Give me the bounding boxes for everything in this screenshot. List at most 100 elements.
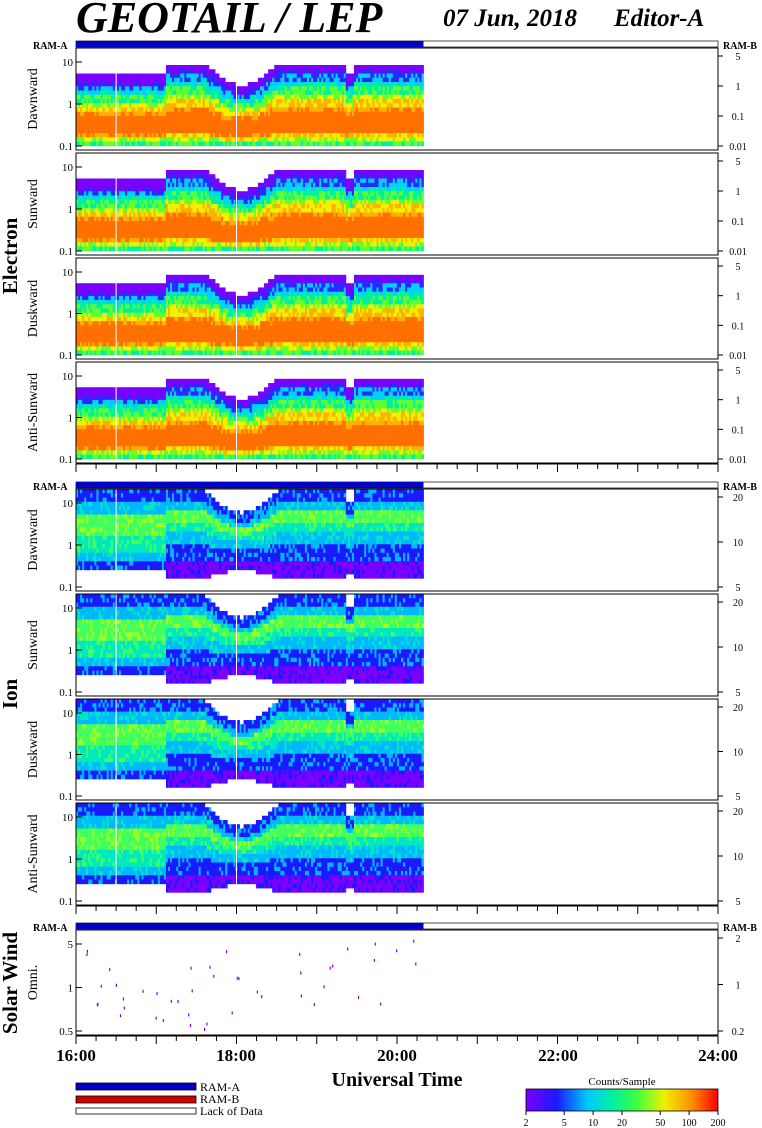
data-point [115,983,117,987]
ram-a-label: RAM-A [33,41,68,52]
y2-tick-label: 0.01 [729,455,747,466]
ram-b-label: RAM-B [723,41,757,52]
y2-tick-label: 5 [736,792,741,803]
colorbar-tick-label: 10 [588,1118,598,1128]
colorbar-title: Counts/Sample [588,1076,655,1088]
y2-tick-label: 20 [733,807,743,818]
panel-label: Anti-Sunward [26,373,41,452]
data-point [413,939,415,943]
data-point [332,964,334,968]
y-tick-label: 1 [68,309,74,321]
y2-tick-label: 5 [736,366,741,377]
ram-a-label: RAM-A [33,482,68,493]
y-tick-label: 5 [68,939,74,951]
chart-title: GEOTAIL / LEP [76,0,384,42]
y-tick-label: 1 [68,854,74,866]
ram-a-bar [76,41,424,47]
data-point [86,953,88,957]
y-tick-label: 10 [62,498,74,510]
data-point [100,984,102,988]
y2-tick-label: 5 [736,157,741,168]
y-tick-label: 1 [68,645,74,657]
panel-frame [75,152,719,256]
data-point [156,992,158,996]
data-point [357,996,360,1000]
x-tick-label: 22:00 [538,1046,578,1065]
data-point [299,952,301,956]
data-point [323,985,325,989]
data-point [97,1002,99,1006]
data-point [189,1024,192,1027]
x-axis-label: Universal Time [332,1069,463,1091]
data-point [86,949,88,953]
legend-swatch-ram-b [75,1095,197,1104]
panel-frame [75,47,719,151]
data-point [329,966,331,970]
time-axis [75,463,719,472]
y2-tick-label: 5 [736,583,741,594]
legend: RAM-A RAM-B Lack of Data [75,1080,263,1118]
data-point [396,949,398,953]
y-tick-label: 10 [62,267,74,279]
y2-tick-label: 1 [736,187,741,198]
data-point [191,989,193,993]
y2-tick-label: 0.1 [732,112,745,123]
spectrogram [76,699,424,800]
panel-frame [75,361,719,464]
y-tick-label: 1 [68,983,74,995]
x-tick-labels: 16:00 18:00 20:00 22:00 24:00 [56,1046,738,1065]
panel-frame [75,488,719,592]
data-point [206,1022,208,1026]
y-tick-label: 0.1 [59,246,73,258]
panel-omni.: 5 1 0.5 2 1 0.2 Omni. [26,929,744,1038]
y2-tick-label: 5 [736,52,741,63]
group-label-ion: Ion [0,679,22,710]
group-label-electron: Electron [0,217,22,294]
y-tick-label: 0.1 [59,582,73,594]
spectrogram [76,489,424,591]
y2-tick-label: 0.1 [732,425,745,436]
data-point [300,994,302,998]
y2-tick-label: 0.1 [732,321,745,332]
spectrogram [76,594,424,696]
y2-tick-label: 5 [736,688,741,699]
data-point [162,1019,164,1023]
y-tick-label: 1 [68,540,74,552]
y2-tick-label: 5 [736,262,741,273]
legend-label: RAM-B [200,1092,239,1106]
y2-tick-label: 0.01 [729,351,747,362]
y-tick-label: 0.1 [59,791,73,803]
y-tick-label: 0.1 [59,687,73,699]
panel-anti-sunward: 10 1 0.1 5 1 0.1 0.01 Anti-Sunward [26,361,747,466]
data-point [123,1006,125,1010]
y-tick-label: 1 [68,99,74,111]
data-point [190,966,192,970]
data-point [231,1011,233,1015]
colorbar-tick-label: 100 [682,1118,697,1128]
ram-a-bar [76,923,424,929]
data-point [142,989,144,993]
y2-tick-label: 20 [733,598,743,609]
y2-tick-label: 5 [736,897,741,908]
panel-anti-sunward: 10 1 0.1 20 10 5 Anti-Sunward [26,802,743,908]
y2-tick-label: 20 [733,493,743,504]
panel-sunward: 10 1 0.1 20 10 5 Sunward [26,593,743,699]
data-point [188,1013,190,1017]
panel-label: Sunward [26,179,41,229]
spectrogram [76,258,424,359]
panels-layer: RAM-A RAM-B 10 1 0.1 5 1 0.1 0.01 Dawnward 10 1 0.1 5… [26,40,757,1044]
data-point [380,1002,382,1006]
x-tick-label: 16:00 [56,1046,96,1065]
panel-label: Dawnward [26,68,41,129]
y-tick-label: 0.1 [59,454,73,466]
y2-tick-label: 1 [736,82,741,93]
panel-frame [75,257,719,360]
y2-tick-label: 0.01 [729,247,747,258]
y-tick-label: 10 [62,162,74,174]
spectrogram [76,153,424,255]
spectrogram [76,48,424,150]
ram-b-label: RAM-B [723,923,757,934]
ram-bar: RAM-A RAM-B [33,922,757,934]
data-point [122,997,125,1001]
panel-dawnward: 10 1 0.1 20 10 5 Dawnward [26,488,743,594]
